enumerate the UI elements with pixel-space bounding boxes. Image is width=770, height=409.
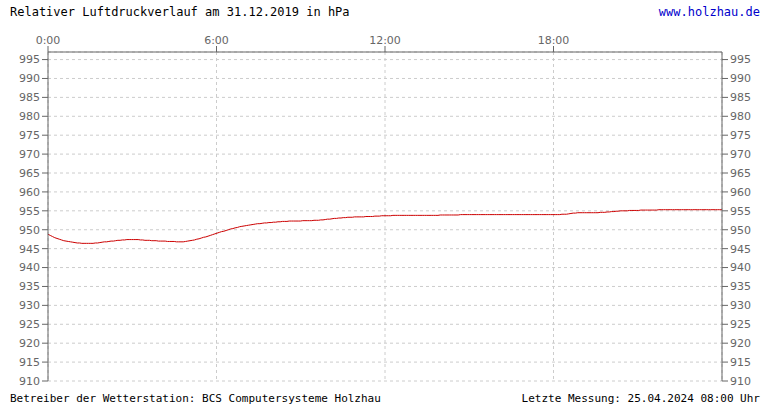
svg-text:940: 940 xyxy=(730,261,751,274)
svg-text:920: 920 xyxy=(730,337,751,350)
svg-text:970: 970 xyxy=(730,148,751,161)
svg-text:990: 990 xyxy=(730,72,751,85)
svg-text:6:00: 6:00 xyxy=(204,34,229,47)
svg-text:945: 945 xyxy=(730,243,751,256)
svg-text:945: 945 xyxy=(19,243,40,256)
svg-text:18:00: 18:00 xyxy=(538,34,570,47)
svg-text:995: 995 xyxy=(19,53,40,66)
svg-text:985: 985 xyxy=(19,91,40,104)
svg-text:915: 915 xyxy=(19,356,40,369)
svg-text:965: 965 xyxy=(19,167,40,180)
svg-text:960: 960 xyxy=(19,186,40,199)
html-text:www.holzhau.de: www.holzhau.de xyxy=(658,5,760,19)
svg-text:950: 950 xyxy=(730,224,751,237)
svg-text:940: 940 xyxy=(19,261,40,274)
svg-text:965: 965 xyxy=(730,167,751,180)
html-text:Betreiber der Wetterstation: B: Betreiber der Wetterstation: BCS Compute… xyxy=(10,391,381,405)
html-text:Letzte Messung: 25.04.2024 08:: Letzte Messung: 25.04.2024 08:00 Uhr xyxy=(521,391,760,405)
svg-text:985: 985 xyxy=(730,91,751,104)
svg-text:930: 930 xyxy=(19,299,40,312)
svg-text:925: 925 xyxy=(19,318,40,331)
svg-text:12:00: 12:00 xyxy=(369,34,401,47)
svg-text:910: 910 xyxy=(730,375,751,387)
svg-text:970: 970 xyxy=(19,148,40,161)
svg-text:980: 980 xyxy=(730,110,751,123)
html-text:Relativer Luftdruckverlauf am: Relativer Luftdruckverlauf am 31.12.2019… xyxy=(10,5,350,19)
svg-text:955: 955 xyxy=(730,205,751,218)
svg-text:0:00: 0:00 xyxy=(36,34,61,47)
svg-text:935: 935 xyxy=(19,280,40,293)
svg-text:980: 980 xyxy=(19,110,40,123)
svg-text:935: 935 xyxy=(730,280,751,293)
svg-text:990: 990 xyxy=(19,72,40,85)
svg-text:915: 915 xyxy=(730,356,751,369)
svg-text:960: 960 xyxy=(730,186,751,199)
svg-text:920: 920 xyxy=(19,337,40,350)
svg-text:975: 975 xyxy=(19,129,40,142)
svg-text:975: 975 xyxy=(730,129,751,142)
svg-text:910: 910 xyxy=(19,375,40,387)
svg-text:950: 950 xyxy=(19,224,40,237)
svg-text:995: 995 xyxy=(730,53,751,66)
svg-text:925: 925 xyxy=(730,318,751,331)
svg-text:930: 930 xyxy=(730,299,751,312)
svg-text:955: 955 xyxy=(19,205,40,218)
